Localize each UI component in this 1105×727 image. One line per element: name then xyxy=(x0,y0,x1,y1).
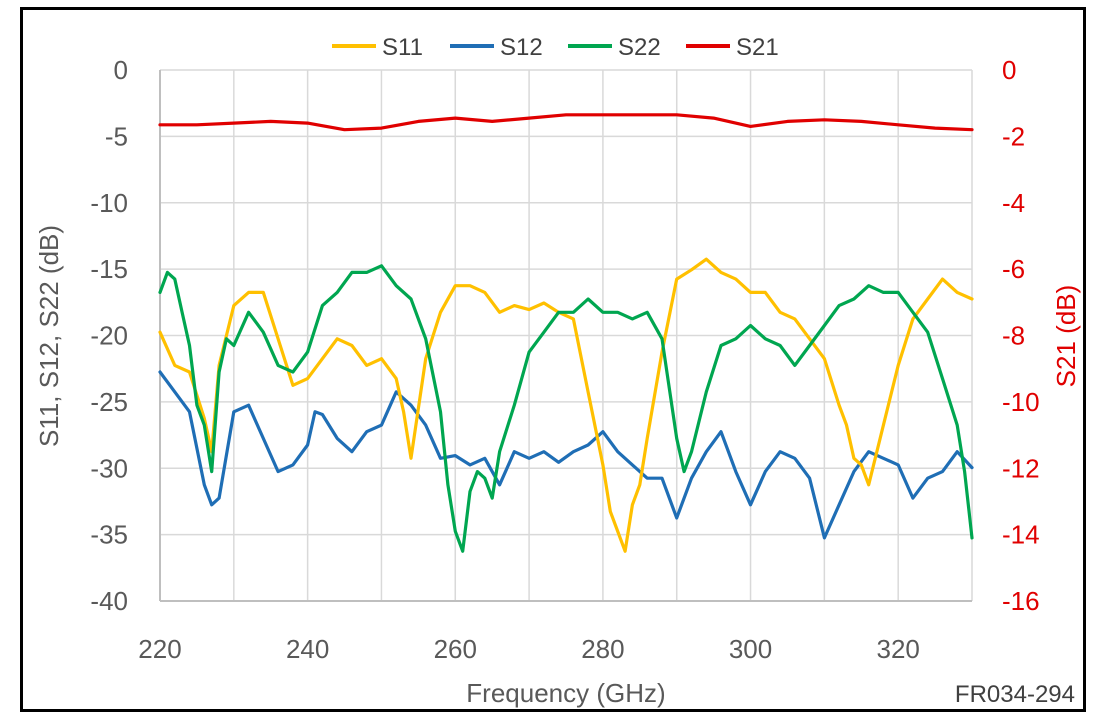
y-tick-label: -30 xyxy=(90,453,128,483)
figure-frame xyxy=(20,7,1086,712)
y-tick-label: -15 xyxy=(90,254,128,284)
series-layer xyxy=(158,113,974,553)
legend-label: S11 xyxy=(382,34,423,61)
y-tick-label: -35 xyxy=(90,520,128,550)
series-line-s22 xyxy=(158,264,974,553)
y-tick-label: -10 xyxy=(90,188,128,218)
y-axis-right: 0 -2 -4 -6 -8 -10 -12 -14 -16 xyxy=(1002,55,1040,616)
x-tick-label: 240 xyxy=(286,634,329,664)
x-tick-label: 300 xyxy=(729,634,772,664)
legend: S11 S12 S22 S21 xyxy=(332,34,779,61)
y-tick-label: -40 xyxy=(90,586,128,616)
y-tick-label: 0 xyxy=(114,55,128,85)
y2-tick-label: -12 xyxy=(1002,453,1040,483)
grid xyxy=(159,69,973,602)
x-tick-label: 260 xyxy=(434,634,477,664)
y-axis-right-title: S21 (dB) xyxy=(1051,285,1081,388)
legend-label: S21 xyxy=(736,34,779,61)
series-line-s11 xyxy=(158,257,974,553)
y-tick-label: -5 xyxy=(105,121,128,151)
y-tick-label: -20 xyxy=(90,321,128,351)
y2-tick-label: -6 xyxy=(1002,254,1025,284)
x-axis-title: Frequency (GHz) xyxy=(466,678,665,708)
legend-label: S22 xyxy=(618,34,661,61)
x-axis: 220 240 260 280 300 320 xyxy=(138,634,920,664)
series-line-s12 xyxy=(158,370,974,540)
y-tick-label: -25 xyxy=(90,387,128,417)
y-axis-left: 0 -5 -10 -15 -20 -25 -30 -35 -40 xyxy=(90,55,128,616)
x-tick-label: 280 xyxy=(581,634,624,664)
y2-tick-label: -14 xyxy=(1002,520,1040,550)
figure-code-label: FR034-294 xyxy=(955,681,1075,708)
y2-tick-label: -16 xyxy=(1002,586,1040,616)
x-tick-label: 320 xyxy=(876,634,919,664)
y2-tick-label: -2 xyxy=(1002,121,1025,151)
legend-label: S12 xyxy=(500,34,543,61)
x-tick-label: 220 xyxy=(138,634,181,664)
y2-tick-label: -4 xyxy=(1002,188,1025,218)
y2-tick-label: -8 xyxy=(1002,321,1025,351)
y2-tick-label: -10 xyxy=(1002,387,1040,417)
y-axis-left-title: S11, S12, S22 (dB) xyxy=(34,225,64,447)
y2-tick-label: 0 xyxy=(1002,55,1016,85)
series-line-s21 xyxy=(158,113,974,132)
